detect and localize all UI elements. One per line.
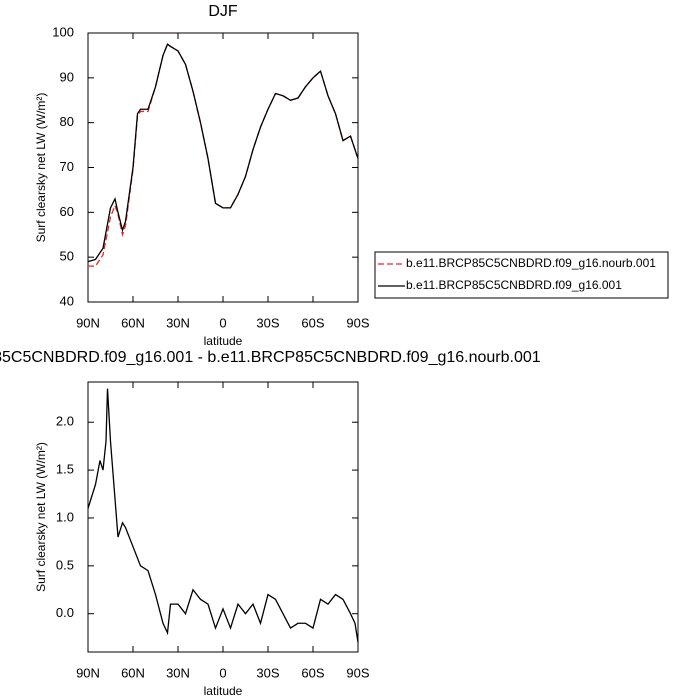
data-line	[87, 43, 359, 263]
y-tick-label: 100	[52, 24, 74, 39]
x-tick-label: 90N	[76, 665, 100, 680]
x-tick-label: 30N	[166, 315, 190, 330]
chart-title: DJF	[208, 3, 238, 20]
legend-label: b.e11.BRCP85C5CNBDRD.f09_g16.nourb.001	[406, 256, 656, 270]
x-tick-label: 30S	[256, 315, 279, 330]
data-line	[88, 43, 359, 267]
y-axis-label: Surf clearsky net LW (W/m²)	[34, 93, 48, 243]
y-tick-label: 50	[60, 249, 74, 264]
x-tick-label: 60N	[121, 315, 145, 330]
x-tick-label: 60S	[301, 665, 324, 680]
x-tick-label: 60N	[121, 665, 145, 680]
y-tick-label: 70	[60, 159, 74, 174]
y-tick-label: 90	[60, 69, 74, 84]
y-tick-label: 60	[60, 204, 74, 219]
x-tick-label: 60S	[301, 315, 324, 330]
legend-label: b.e11.BRCP85C5CNBDRD.f09_g16.001	[406, 278, 622, 292]
x-axis-label: latitude	[204, 684, 243, 698]
x-axis-label: latitude	[204, 334, 243, 348]
x-tick-label: 0	[219, 665, 226, 680]
y-tick-label: 0.0	[56, 605, 74, 620]
y-tick-label: 40	[60, 293, 74, 308]
legend-box	[374, 251, 669, 299]
y-tick-label: 80	[60, 114, 74, 129]
x-tick-label: 90N	[76, 315, 100, 330]
x-tick-label: 90S	[346, 665, 369, 680]
data-line	[87, 388, 359, 643]
chart-title: b.e11.BRCP85C5CNBDRD.f09_g16.001 - b.e11…	[0, 349, 541, 366]
y-tick-label: 1.0	[56, 509, 74, 524]
y-tick-label: 0.5	[56, 557, 74, 572]
y-tick-label: 1.5	[56, 462, 74, 477]
x-tick-label: 30S	[256, 665, 279, 680]
y-axis-label: Surf clearsky net LW (W/m²)	[34, 442, 48, 592]
x-tick-label: 0	[219, 315, 226, 330]
x-tick-label: 90S	[346, 315, 369, 330]
y-tick-label: 2.0	[56, 414, 74, 429]
x-tick-label: 30N	[166, 665, 190, 680]
